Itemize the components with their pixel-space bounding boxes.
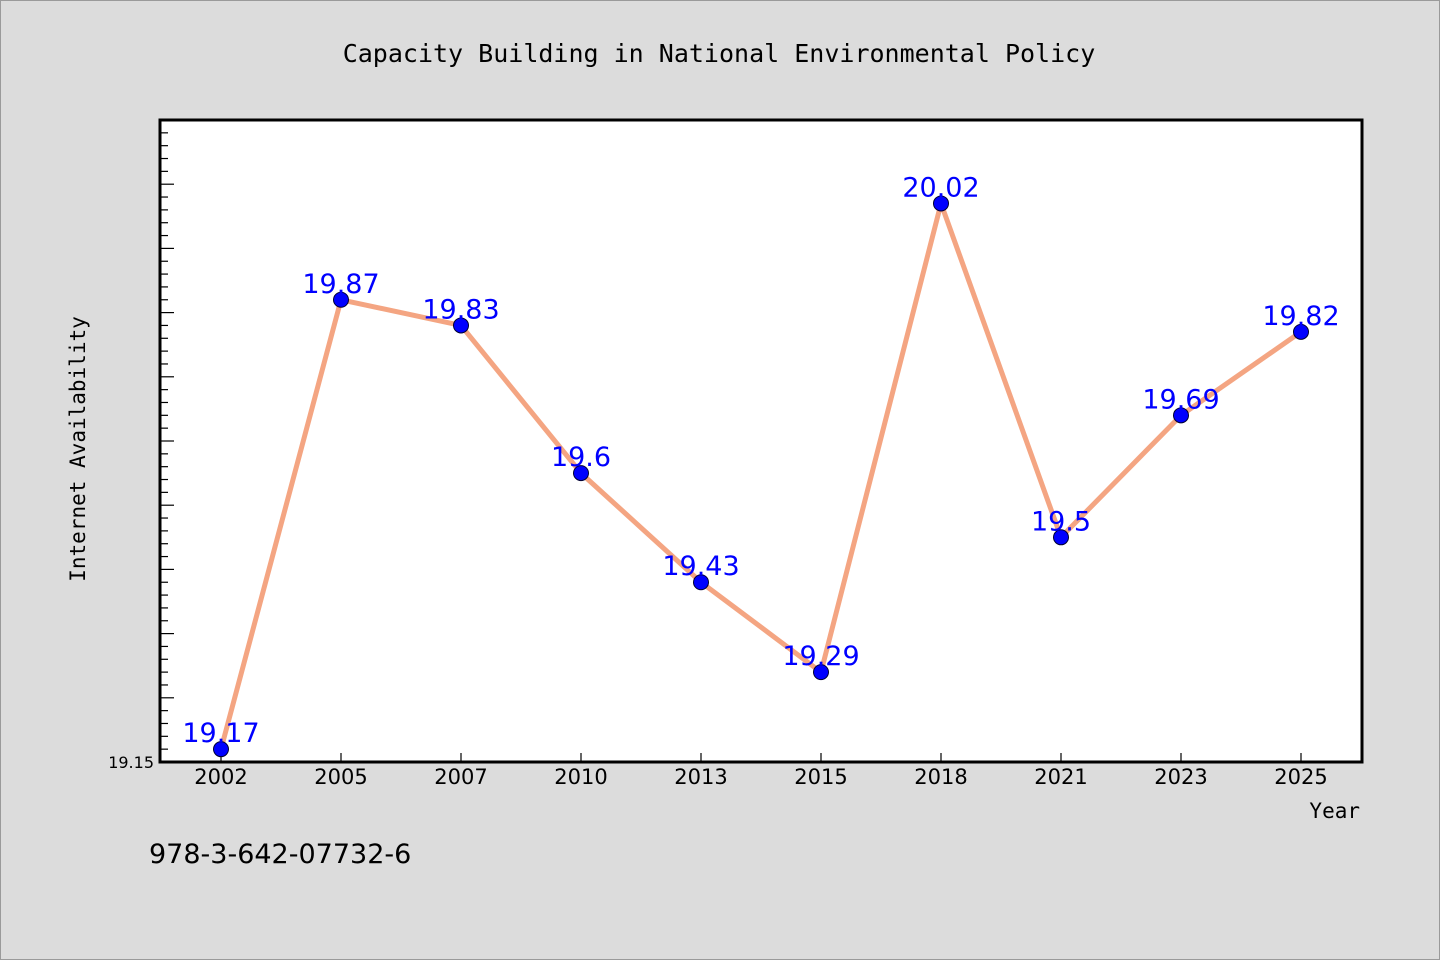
data-point xyxy=(573,465,589,482)
data-point xyxy=(1293,323,1309,340)
x-tick-label: 2013 xyxy=(674,765,727,789)
data-label: 20.02 xyxy=(902,172,979,203)
data-label: 19.69 xyxy=(1142,384,1219,415)
x-tick-label: 2005 xyxy=(314,765,367,789)
x-tick-label: 2007 xyxy=(434,765,487,789)
x-tick-label: 2002 xyxy=(194,765,247,789)
y-tick-label: 19.15 xyxy=(108,753,154,772)
x-tick-label: 2015 xyxy=(794,765,847,789)
data-point xyxy=(813,664,829,681)
x-axis-ticks xyxy=(220,753,1302,762)
x-tick-label: 2021 xyxy=(1034,765,1087,789)
footnote: 978-3-642-07732-6 xyxy=(149,839,411,870)
data-point xyxy=(933,195,949,212)
x-tick-label: 2025 xyxy=(1274,765,1327,789)
data-label: 19.87 xyxy=(302,269,379,300)
y-axis-ticks xyxy=(160,132,174,750)
data-point xyxy=(1053,529,1069,546)
y-axis-label: Internet Availability xyxy=(66,316,90,582)
data-label: 19.29 xyxy=(782,641,859,672)
data-labels: 19.17 19.87 19.83 19.6 19.43 19.29 20.02 19.5 19… xyxy=(182,172,1339,749)
chart-title: Capacity Building in National Environmen… xyxy=(343,39,1096,68)
data-point xyxy=(213,741,229,758)
series-line xyxy=(218,200,1304,752)
data-point xyxy=(453,317,469,334)
x-axis-tick-labels: 2002 2005 2007 2010 2013 2015 2018 2021 2023 2025 xyxy=(194,765,1327,789)
data-point xyxy=(1173,407,1189,424)
x-axis-label: Year xyxy=(1309,799,1360,823)
data-label: 19.5 xyxy=(1031,506,1091,537)
x-tick-label: 2023 xyxy=(1154,765,1207,789)
x-tick-label: 2010 xyxy=(554,765,607,789)
data-label: 19.6 xyxy=(551,442,611,473)
data-label: 19.43 xyxy=(662,551,739,582)
data-point xyxy=(693,574,709,591)
data-label: 19.17 xyxy=(182,718,259,749)
data-point xyxy=(333,291,349,308)
data-label: 19.83 xyxy=(422,294,499,325)
data-label: 19.82 xyxy=(1262,301,1339,332)
series-markers xyxy=(213,195,1309,758)
plot-area xyxy=(158,118,1364,764)
x-tick-label: 2018 xyxy=(914,765,967,789)
